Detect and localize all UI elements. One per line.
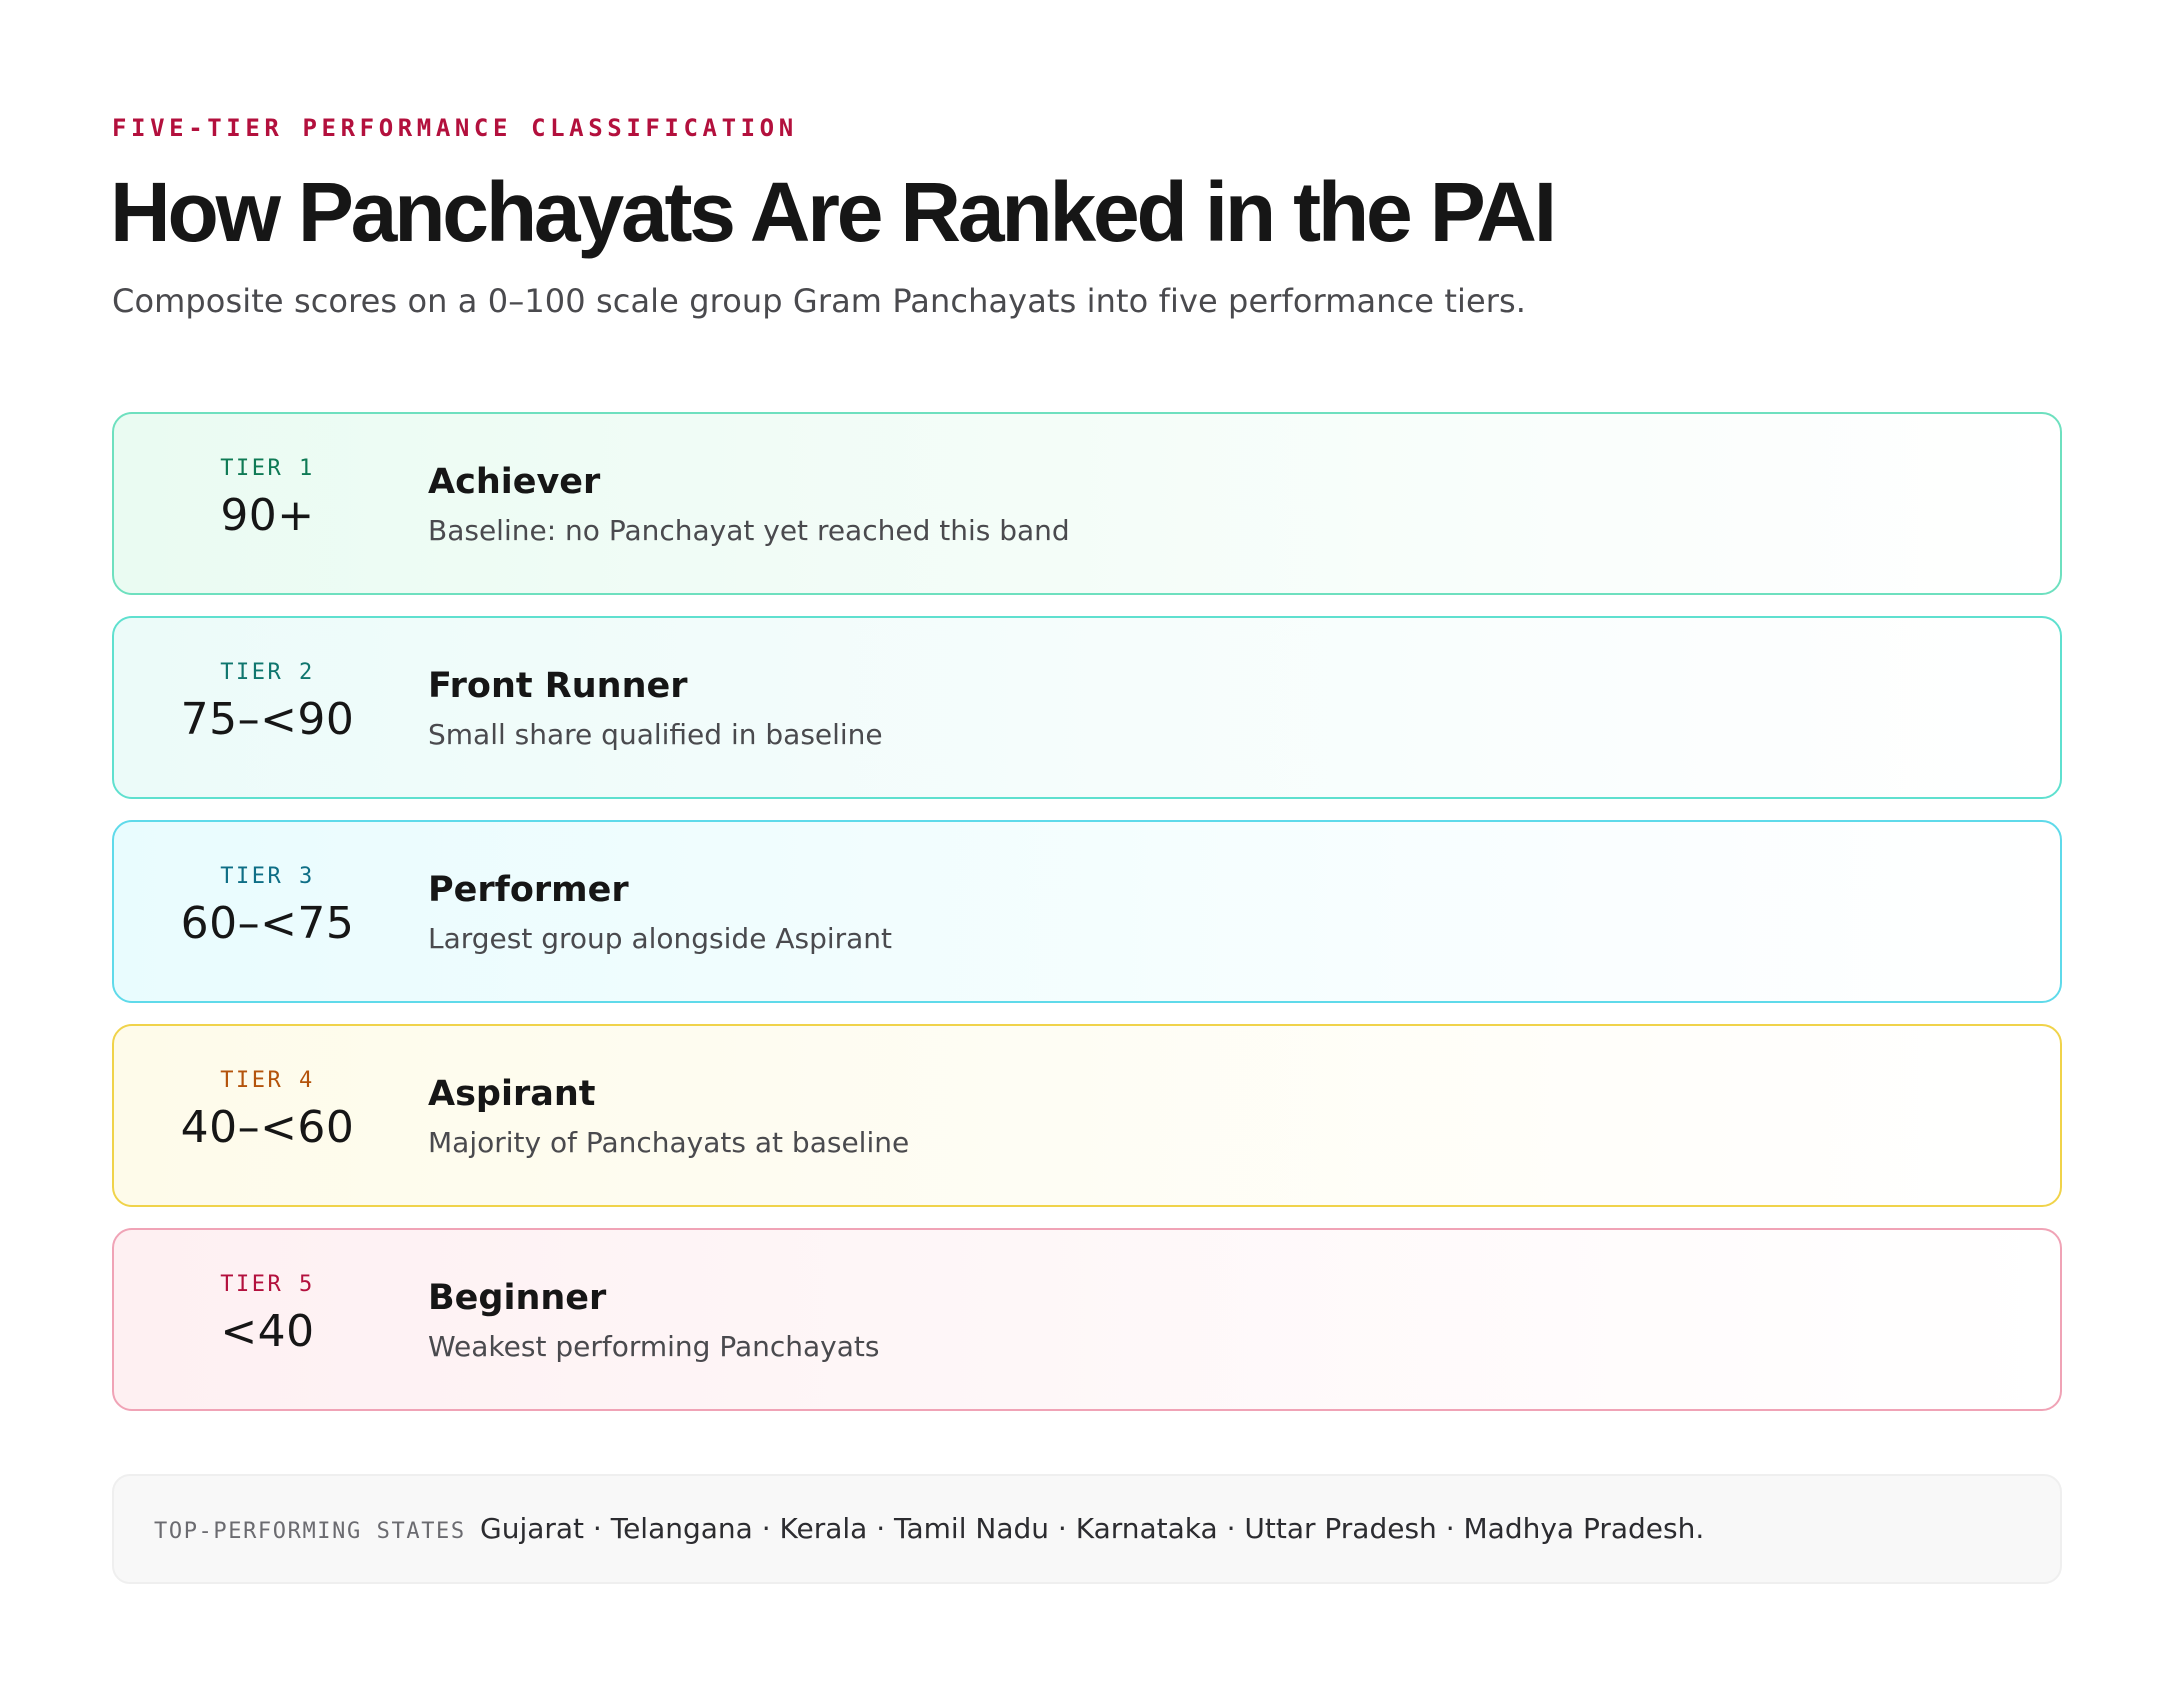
tier-name: Aspirant [428,1074,596,1114]
tier-name: Performer [428,870,629,910]
tier-name: Beginner [428,1278,607,1318]
tier-card-1: TIER 1 90+ Achiever Baseline: no Panchay… [112,412,2062,595]
tier-list: TIER 1 90+ Achiever Baseline: no Panchay… [112,412,2062,1432]
tier-badge: TIER 2 75–<90 [114,618,421,797]
tier-badge: TIER 5 <40 [114,1230,421,1409]
tier-infographic: FIVE-TIER PERFORMANCE CLASSIFICATION How… [110,0,2062,1686]
tier-card-3: TIER 3 60–<75 Performer Largest group al… [112,820,2062,1003]
tier-label: TIER 2 [220,660,315,685]
tier-description: Majority of Panchayats at baseline [428,1126,910,1159]
eyebrow: FIVE-TIER PERFORMANCE CLASSIFICATION [112,114,798,142]
tier-label: TIER 4 [220,1068,315,1093]
tier-card-4: TIER 4 40–<60 Aspirant Majority of Panch… [112,1024,2062,1207]
top-states-list: Gujarat · Telangana · Kerala · Tamil Nad… [480,1512,1705,1545]
tier-description: Baseline: no Panchayat yet reached this … [428,514,1070,547]
tier-range: 40–<60 [180,1102,355,1153]
top-states-panel: TOP-PERFORMING STATES Gujarat · Telangan… [112,1474,2062,1584]
tier-label: TIER 1 [220,456,315,481]
top-states-label: TOP-PERFORMING STATES [154,1519,466,1544]
tier-description: Weakest performing Panchayats [428,1330,880,1363]
page-title: How Panchayats Are Ranked in the PAI [110,165,1557,259]
tier-range: 75–<90 [180,694,355,745]
tier-label: TIER 3 [220,864,315,889]
tier-badge: TIER 3 60–<75 [114,822,421,1001]
tier-range: 90+ [220,490,315,541]
tier-card-2: TIER 2 75–<90 Front Runner Small share q… [112,616,2062,799]
tier-description: Largest group alongside Aspirant [428,922,893,955]
tier-range: 60–<75 [180,898,355,949]
tier-name: Front Runner [428,666,688,706]
tier-label: TIER 5 [220,1272,315,1297]
tier-card-5: TIER 5 <40 Beginner Weakest performing P… [112,1228,2062,1411]
tier-name: Achiever [428,462,601,502]
tier-badge: TIER 1 90+ [114,414,421,593]
tier-badge: TIER 4 40–<60 [114,1026,421,1205]
tier-range: <40 [220,1306,315,1357]
tier-description: Small share qualified in baseline [428,718,883,751]
page-subtitle: Composite scores on a 0–100 scale group … [112,282,1527,320]
